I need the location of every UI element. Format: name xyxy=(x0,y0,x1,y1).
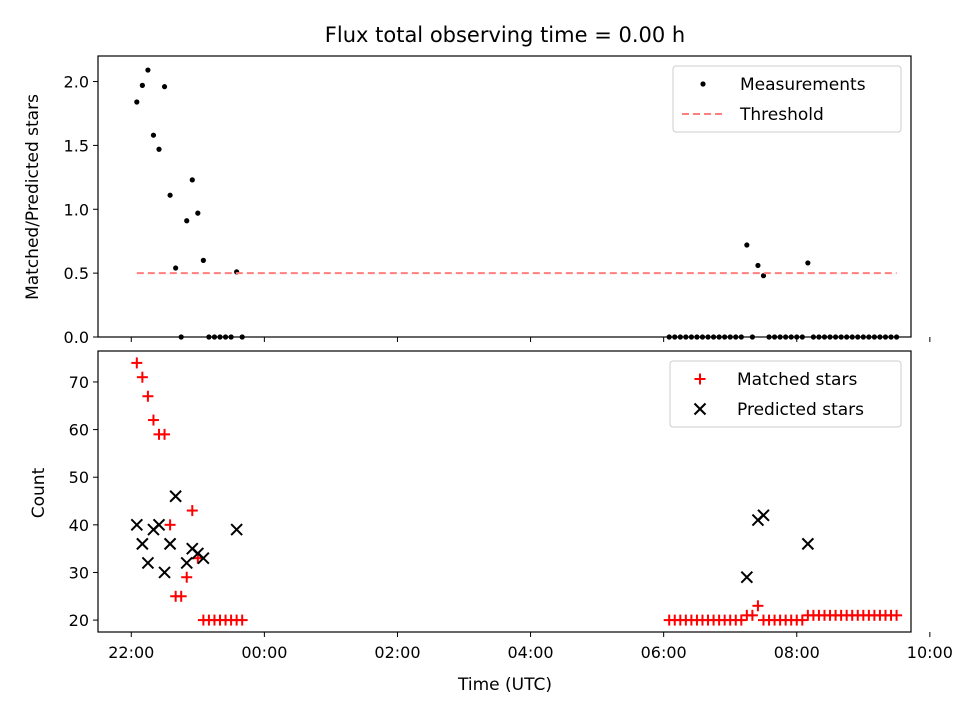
bottom-matched-stars-point-44 xyxy=(796,614,808,626)
top-measurements-point-1 xyxy=(139,82,145,88)
bottom-matched-stars-point-1 xyxy=(136,371,148,383)
bottom-predicted-stars-point-2-b xyxy=(141,556,155,570)
top-measurements-point-37 xyxy=(760,273,767,279)
bottom-matched-stars-point-36 xyxy=(752,600,764,612)
bottom-predicted-stars-point-1-b xyxy=(136,537,149,551)
bottom-matched-stars-point-61 xyxy=(891,609,903,621)
bottom-predicted-stars-point-12-b xyxy=(230,523,243,536)
bottom-predicted-stars-point-16-b xyxy=(801,537,815,551)
top-measurements-point-7 xyxy=(173,265,179,271)
top-legend-box xyxy=(672,65,902,133)
top-measurements-point-45 xyxy=(805,260,811,266)
bottom-x-tick-label-3: 04:00 xyxy=(508,643,554,662)
bottom-matched-stars-point-0 xyxy=(131,357,143,369)
bottom-predicted-stars-point-8-b xyxy=(180,556,193,570)
bottom-x-tick-label-2: 02:00 xyxy=(374,643,420,662)
top-measurements-point-3 xyxy=(150,132,157,138)
top-y-axis-label: Matched/Predicted stars xyxy=(23,94,43,300)
bottom-matched-stars-point-8 xyxy=(175,590,187,602)
bottom-y-tick-label-0: 20 xyxy=(69,611,89,630)
bottom-matched-stars-point-5 xyxy=(159,428,171,440)
top-legend-label-0: Measurements xyxy=(740,75,866,95)
x-axis-label: Time (UTC) xyxy=(457,675,552,695)
bottom-x-tick-label-6: 10:00 xyxy=(907,643,953,662)
bottom-predicted-stars-point-4-b xyxy=(152,518,166,532)
bottom-legend: Matched stars Predicted stars xyxy=(669,360,902,428)
bottom-predicted-stars-point-13 xyxy=(740,571,754,584)
top-measurements-point-4 xyxy=(156,146,162,152)
bottom-y-tick-label-2: 40 xyxy=(69,516,89,535)
bottom-predicted-stars-point-15 xyxy=(757,509,770,522)
bottom-predicted-stars-point-2 xyxy=(141,556,155,570)
bottom-predicted-stars-point-5 xyxy=(158,566,171,579)
top-axes-frame xyxy=(97,55,912,338)
bottom-y-tick-label-4: 60 xyxy=(69,421,89,440)
bottom-predicted-stars-point-16 xyxy=(801,537,815,551)
bottom-x-tick-label-4: 06:00 xyxy=(641,643,687,662)
bottom-predicted-stars-point-1 xyxy=(136,537,149,551)
top-legend: Measurements Threshold xyxy=(672,65,902,133)
top-measurements-point-12 xyxy=(200,257,206,263)
top-measurements-point-5 xyxy=(161,84,168,90)
bottom-predicted-stars-point-7 xyxy=(169,490,182,503)
bottom-predicted-stars-point-12 xyxy=(230,523,243,536)
top-legend-swatch-0 xyxy=(700,81,706,87)
bottom-predicted-stars-point-8 xyxy=(180,556,193,570)
bottom-predicted-stars-point-11-b xyxy=(197,551,210,565)
top-y-tick-label-4: 2.0 xyxy=(64,73,89,92)
bottom-predicted-stars-point-7-b xyxy=(169,490,182,503)
bottom-y-tick-label-3: 50 xyxy=(69,468,89,487)
bottom-predicted-stars-point-5-b xyxy=(158,566,171,579)
bottom-y-tick-label-5: 70 xyxy=(69,373,89,392)
top-y-tick-label-3: 1.5 xyxy=(64,136,89,155)
top-measurements-point-6 xyxy=(167,192,173,198)
bottom-predicted-stars-point-4 xyxy=(152,518,166,532)
bottom-matched-stars-point-35 xyxy=(746,609,758,621)
bottom-matched-stars-point-33 xyxy=(735,614,747,626)
top-panel: 0.0 0.5 1.0 1.5 2.0 Measurements Threshold xyxy=(64,55,931,347)
bottom-legend-label-0: Matched stars xyxy=(737,370,857,390)
bottom-predicted-stars-point-13-b xyxy=(740,571,754,584)
top-y-tick-label-0: 0.0 xyxy=(64,328,89,347)
bottom-legend-swatch-1-b xyxy=(693,402,707,416)
bottom-panel: 20 30 40 50 60 70 22:00 00:00 02:00 04:00 06:00 08:… xyxy=(69,350,953,662)
bottom-predicted-stars-point-0 xyxy=(130,518,144,532)
bottom-legend-label-1: Predicted stars xyxy=(737,400,864,420)
bottom-predicted-stars-point-6 xyxy=(163,537,177,551)
chart-title: Flux total observing time = 0.00 h xyxy=(325,23,685,47)
bottom-legend-swatch-0 xyxy=(694,373,706,385)
bottom-matched-stars-point-19 xyxy=(236,614,248,626)
bottom-y-tick-label-1: 30 xyxy=(69,563,89,582)
bottom-matched-stars-point-6 xyxy=(164,519,176,531)
top-measurements-point-34 xyxy=(744,242,750,248)
top-legend-label-1: Threshold xyxy=(739,105,824,125)
bottom-legend-swatch-1 xyxy=(693,402,707,416)
bottom-axes-frame xyxy=(97,350,912,633)
bottom-x-tick-label-0: 22:00 xyxy=(108,643,154,662)
top-measurements-point-11 xyxy=(195,210,201,216)
bottom-matched-stars-point-2 xyxy=(142,390,154,402)
bottom-predicted-stars-point-6-b xyxy=(163,537,177,551)
bottom-legend-box xyxy=(669,360,902,428)
bottom-y-axis-label: Count xyxy=(29,467,49,518)
top-y-tick-label-2: 1.0 xyxy=(64,200,89,219)
top-measurements-point-2 xyxy=(145,67,151,73)
bottom-x-tick-label-5: 08:00 xyxy=(774,643,820,662)
bottom-matched-stars-point-9 xyxy=(181,571,193,583)
top-measurements-point-9 xyxy=(184,218,190,224)
top-measurements-point-10 xyxy=(189,177,195,183)
bottom-x-tick-label-1: 00:00 xyxy=(241,643,287,662)
bottom-predicted-stars-point-11 xyxy=(197,551,210,565)
bottom-predicted-stars-point-0-b xyxy=(130,518,144,532)
top-measurements-point-0 xyxy=(134,99,140,105)
bottom-matched-stars-point-10 xyxy=(186,505,198,517)
bottom-matched-stars-point-3 xyxy=(147,414,159,426)
top-measurements-point-36 xyxy=(755,262,761,269)
bottom-predicted-stars-point-15-b xyxy=(757,509,770,522)
top-y-tick-label-1: 0.5 xyxy=(64,264,89,283)
